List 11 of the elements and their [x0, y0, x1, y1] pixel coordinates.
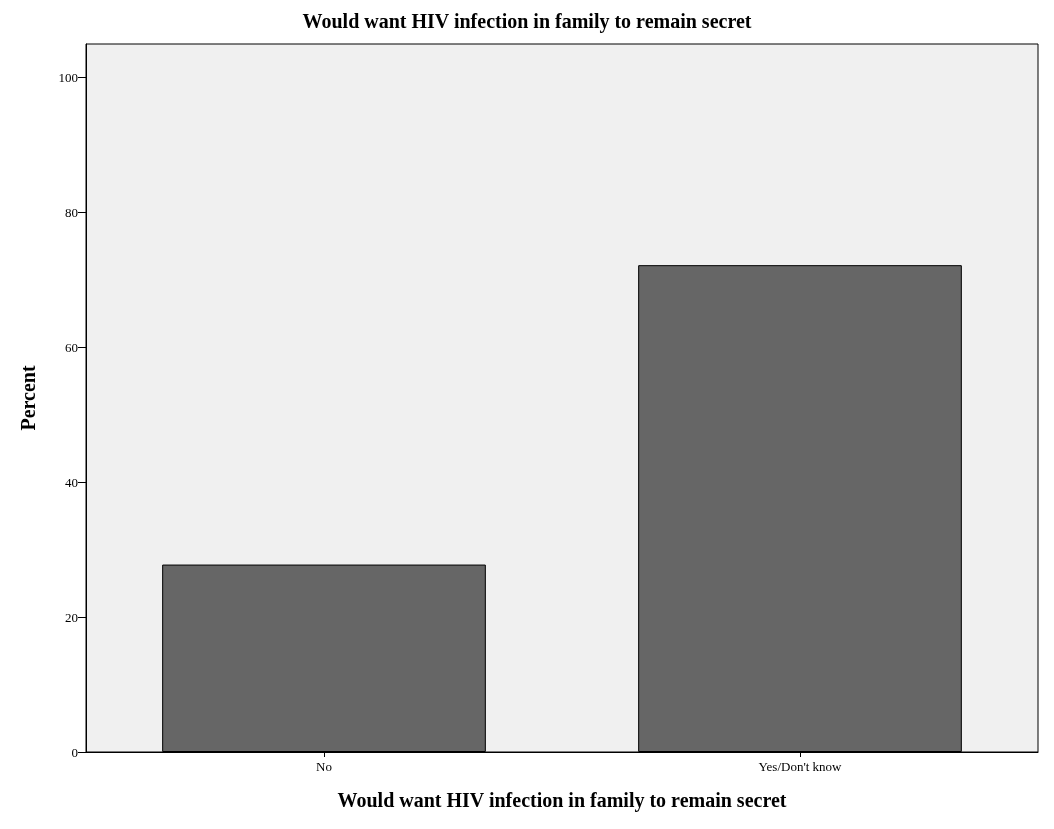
y-tick-label: 20 — [65, 609, 78, 625]
x-tick-label: Yes/Don't know — [758, 759, 843, 774]
y-tick-label: 60 — [65, 339, 78, 355]
y-tick-label: 0 — [71, 744, 78, 760]
chart-title: Would want HIV infection in family to remain secret — [302, 10, 752, 33]
y-tick-label: 40 — [65, 474, 78, 490]
x-tick-label: No — [316, 759, 332, 774]
x-axis-title: Would want HIV infection in family to remain secret — [337, 789, 787, 812]
y-tick-label: 100 — [58, 70, 78, 86]
y-tick-label: 80 — [65, 205, 78, 221]
y-axis-title: Percent — [17, 365, 39, 431]
